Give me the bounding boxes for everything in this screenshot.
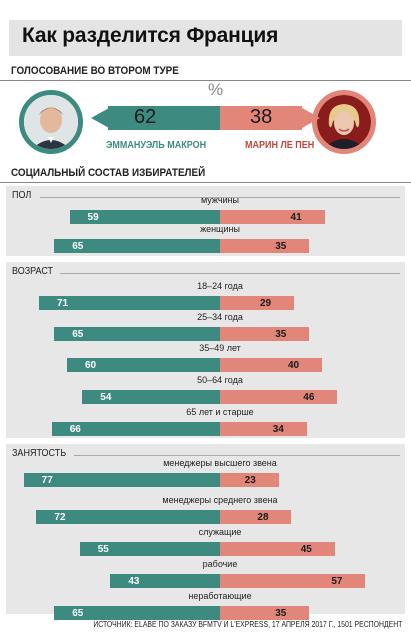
lepen-portrait-icon [317,95,371,149]
macron-total-bar [108,106,220,130]
lepen-total-bar [220,106,302,130]
macron-value-label: 71 [56,298,69,309]
category-label: мужчины [201,195,239,205]
lepen-value-label: 40 [288,360,300,371]
employment-label: ЗАНЯТОСТЬ [12,448,67,459]
lepen-bar [220,510,292,524]
macron-value-label: 77 [41,475,53,486]
round-heading: ГОЛОСОВАНИЕ ВО ВТОРОМ ТУРЕ [11,65,179,77]
page-title: Как разделится Франция [22,24,279,47]
macron-bar [110,574,220,588]
macron-bar [23,473,220,487]
lepen-bar [220,542,335,556]
macron-value-label: 54 [100,392,112,403]
lepen-bar [220,327,310,341]
age-label: ВОЗРАСТ [12,266,54,277]
macron-value-label: 72 [54,512,66,523]
sex-label: ПОЛ [12,190,32,201]
macron-bar [51,422,220,436]
macron-value-label: 65 [72,608,84,619]
macron-bar [69,210,220,224]
category-label: 50–64 года [197,375,243,385]
macron-bar [79,542,220,556]
macron-bar [38,296,220,310]
macron-value-label: 55 [97,544,109,555]
lepen-bar [220,296,294,310]
lepen-name: МАРИН ЛЕ ПЕН [245,140,315,151]
lepen-bar [220,422,307,436]
lepen-value-label: 57 [331,576,343,587]
category-label: служащие [198,527,242,537]
macron-bar [36,510,220,524]
macron-value-label: 65 [72,329,84,340]
composition-rule [0,182,411,183]
employment-rule [74,455,400,456]
lepen-value-label: 35 [275,241,287,252]
age-rule [60,273,400,274]
category-label: 25–34 года [197,312,243,322]
category-label: 65 лет и старше [186,407,254,417]
category-label: рабочие [202,559,238,569]
macron-bar [54,327,220,341]
lepen-value-label: 34 [272,424,284,435]
title-bar [9,20,402,56]
lepen-bar [220,606,310,620]
macron-value-label: 66 [69,424,81,435]
lepen-bar [220,574,366,588]
lepen-total-value: 38 [250,106,273,128]
sex-rule [40,197,400,198]
macron-name: ЭММАНУЭЛЬ МАКРОН [106,140,207,151]
macron-value-label: 65 [72,241,84,252]
macron-portrait-icon [24,95,78,149]
macron-bar [54,606,220,620]
category-label: менеджеры среднего звена [162,495,278,505]
category-label: женщины [200,224,240,234]
category-label: менеджеры высшего звена [163,458,277,468]
lepen-value-label: 28 [257,512,269,523]
round-rule [0,80,411,81]
macron-bar [54,239,220,253]
lepen-value-label: 35 [275,329,287,340]
lepen-bar [220,390,338,404]
percent-symbol: % [208,80,224,99]
lepen-value-label: 46 [303,392,315,403]
lepen-value-label: 41 [290,212,302,223]
lepen-bar [220,358,322,372]
macron-value-label: 60 [85,360,97,371]
macron-avatar [19,90,83,154]
macron-pointer-icon [91,108,109,128]
lepen-value-label: 23 [244,475,256,486]
lepen-value-label: 45 [300,544,312,555]
lepen-bar [220,473,279,487]
macron-value-label: 43 [128,576,140,587]
macron-bar [82,390,220,404]
category-label: 18–24 года [197,281,243,291]
macron-bar [67,358,220,372]
lepen-value-label: 35 [275,608,287,619]
lepen-avatar [312,90,376,154]
lepen-bar [220,239,310,253]
lepen-pointer-icon [302,108,320,128]
source-note: ИСТОЧНИК: ELABE ПО ЗАКАЗУ BFMTV И L'EXPR… [92,620,402,629]
lepen-value-label: 29 [259,298,272,309]
composition-heading: СОЦИАЛЬНЫЙ СОСТАВ ИЗБИРАТЕЛЕЙ [11,167,206,179]
macron-total-value: 62 [134,106,157,128]
category-label: неработающие [188,591,252,601]
age-panel [6,262,405,438]
macron-value-label: 59 [87,212,99,223]
category-label: 35–49 лет [199,343,241,353]
lepen-bar [220,210,325,224]
